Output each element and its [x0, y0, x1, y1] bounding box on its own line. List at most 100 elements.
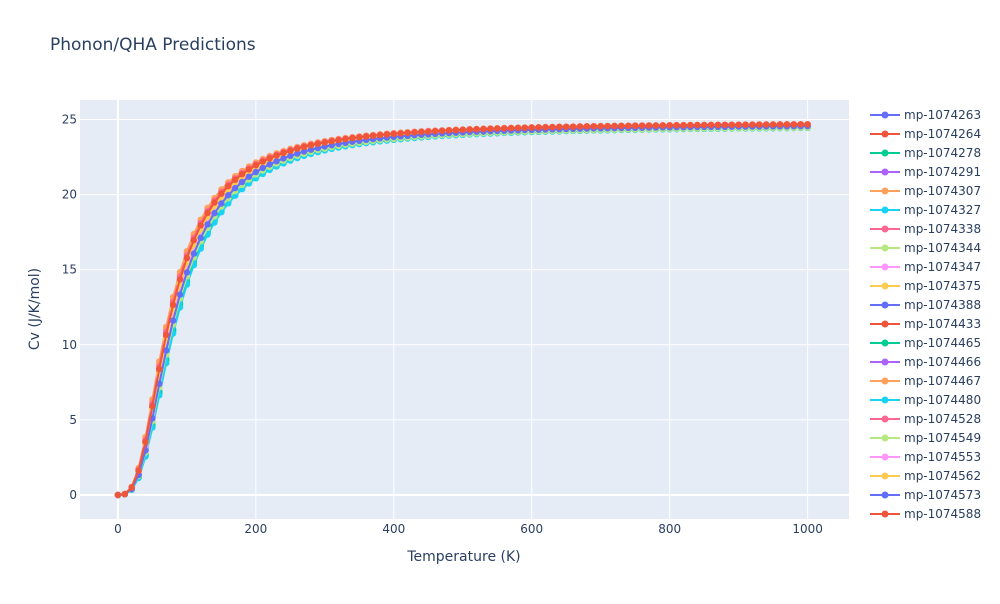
legend-item[interactable]: mp-1074480	[870, 393, 981, 407]
legend-label: mp-1074573	[904, 488, 981, 502]
legend-item[interactable]: mp-1074553	[870, 450, 981, 464]
legend-item[interactable]: mp-1074588	[870, 507, 981, 521]
y-tick-label: 25	[62, 113, 77, 127]
legend-label: mp-1074327	[904, 203, 981, 217]
data-point	[149, 402, 156, 410]
data-point	[307, 146, 315, 153]
data-point	[728, 121, 735, 129]
legend-item[interactable]: mp-1074573	[870, 488, 981, 502]
data-point	[473, 126, 480, 133]
legend: mp-1074263 mp-1074264 mp-1074278 mp-1074291…	[870, 108, 981, 521]
data-point	[487, 125, 494, 132]
data-point	[501, 125, 508, 132]
data-point	[390, 130, 397, 138]
y-tick-label: 10	[62, 338, 77, 352]
data-point	[321, 139, 328, 146]
data-point	[225, 192, 232, 199]
data-point	[376, 131, 384, 139]
legend-item[interactable]: mp-1074263	[870, 108, 981, 122]
legend-label: mp-1074344	[904, 241, 981, 255]
data-point	[797, 121, 804, 128]
data-point	[397, 130, 404, 137]
legend-item[interactable]: mp-1074388	[870, 298, 981, 312]
data-point	[197, 222, 204, 229]
data-point	[576, 123, 584, 130]
x-tick-label: 600	[520, 522, 543, 536]
legend-item[interactable]: mp-1074562	[870, 469, 981, 483]
data-point	[259, 158, 266, 165]
legend-item[interactable]: mp-1074264	[870, 127, 981, 141]
legend-item[interactable]: mp-1074338	[870, 222, 981, 236]
data-point	[618, 122, 625, 130]
legend-item[interactable]: mp-1074347	[870, 260, 981, 274]
legend-label: mp-1074467	[904, 374, 981, 388]
data-point	[590, 123, 597, 130]
data-point	[459, 126, 466, 134]
data-point	[528, 124, 535, 131]
data-point	[673, 122, 680, 129]
data-point	[563, 123, 570, 131]
legend-item[interactable]: mp-1074278	[870, 146, 981, 160]
legend-marker	[881, 358, 889, 366]
plot-area	[80, 100, 849, 519]
data-point	[252, 168, 260, 176]
data-point	[583, 123, 591, 130]
data-point	[418, 128, 425, 136]
grid-lines	[80, 100, 849, 519]
legend-item[interactable]: mp-1074467	[870, 374, 981, 388]
data-point	[294, 150, 301, 157]
data-point	[218, 190, 225, 197]
legend-item[interactable]: mp-1074465	[870, 336, 981, 350]
data-point	[542, 124, 549, 131]
data-point	[597, 123, 604, 130]
data-point	[273, 152, 280, 159]
legend-marker	[881, 415, 889, 423]
legend-label: mp-1074562	[904, 469, 981, 483]
data-point	[211, 209, 218, 217]
legend-marker	[881, 339, 889, 347]
legend-item[interactable]: mp-1074433	[870, 317, 981, 331]
data-point	[121, 490, 128, 498]
data-point	[438, 127, 446, 134]
legend-item[interactable]: mp-1074291	[870, 165, 981, 179]
data-point	[659, 122, 666, 129]
legend-item[interactable]: mp-1074528	[870, 412, 981, 426]
data-point	[114, 491, 122, 499]
data-point	[328, 138, 335, 145]
legend-item[interactable]: mp-1074327	[870, 203, 981, 217]
x-tick-label: 1000	[792, 522, 823, 536]
data-point	[232, 184, 239, 192]
data-point	[714, 121, 722, 129]
data-point	[238, 171, 246, 178]
data-point	[369, 132, 377, 139]
legend-item[interactable]: mp-1074344	[870, 241, 981, 255]
legend-marker	[881, 434, 889, 442]
data-point	[176, 291, 184, 298]
data-point	[300, 148, 308, 155]
legend-marker	[881, 225, 889, 233]
data-point	[632, 122, 639, 129]
legend-label: mp-1074388	[904, 298, 981, 312]
legend-marker	[881, 206, 889, 214]
legend-item[interactable]: mp-1074466	[870, 355, 981, 369]
data-point	[225, 182, 232, 190]
legend-item[interactable]: mp-1074375	[870, 279, 981, 293]
data-point	[342, 135, 349, 143]
data-point	[749, 121, 756, 128]
data-point	[190, 237, 197, 244]
x-tick-label: 200	[244, 522, 267, 536]
legend-item[interactable]: mp-1074549	[870, 431, 981, 445]
legend-label: mp-1074553	[904, 450, 981, 464]
data-point	[535, 124, 542, 131]
y-tick-label: 0	[69, 488, 77, 502]
x-axis-title: Temperature (K)	[406, 549, 520, 565]
data-point	[604, 123, 611, 130]
data-point	[135, 467, 142, 474]
legend-marker	[881, 282, 889, 290]
legend-item[interactable]: mp-1074307	[870, 184, 981, 198]
data-point	[569, 123, 577, 130]
data-point	[763, 121, 770, 128]
legend-marker	[881, 320, 889, 328]
